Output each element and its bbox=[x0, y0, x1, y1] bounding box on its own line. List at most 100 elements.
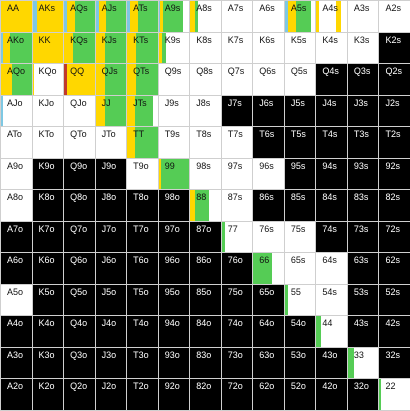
hand-cell-77[interactable]: 77 bbox=[220, 220, 254, 254]
hand-cell-ajo[interactable]: AJo bbox=[0, 94, 33, 128]
hand-cell-q6s[interactable]: Q6s bbox=[252, 63, 285, 96]
hand-cell-q7o[interactable]: Q7o bbox=[63, 220, 96, 254]
hand-cell-k2o[interactable]: K2o bbox=[31, 378, 65, 411]
hand-cell-kjs[interactable]: KJs bbox=[94, 31, 128, 65]
hand-cell-k8o[interactable]: K8o bbox=[31, 189, 65, 222]
hand-cell-t9s[interactable]: T9s bbox=[157, 126, 191, 159]
hand-cell-k9o[interactable]: K9o bbox=[31, 157, 65, 191]
hand-cell-76s[interactable]: 76s bbox=[252, 220, 285, 254]
hand-cell-96o[interactable]: 96o bbox=[157, 252, 191, 285]
hand-cell-j2s[interactable]: J2s bbox=[378, 94, 410, 128]
hand-cell-q7s[interactable]: Q7s bbox=[220, 63, 254, 96]
hand-cell-q4s[interactable]: Q4s bbox=[315, 63, 348, 96]
hand-cell-93o[interactable]: 93o bbox=[157, 346, 191, 380]
hand-cell-aa[interactable]: AA bbox=[0, 0, 33, 33]
hand-cell-t2o[interactable]: T2o bbox=[126, 378, 159, 411]
hand-cell-q3o[interactable]: Q3o bbox=[63, 346, 96, 380]
hand-cell-a2o[interactable]: A2o bbox=[0, 378, 33, 411]
hand-cell-98s[interactable]: 98s bbox=[189, 157, 222, 191]
hand-cell-97o[interactable]: 97o bbox=[157, 220, 191, 254]
hand-cell-qto[interactable]: QTo bbox=[63, 126, 96, 159]
hand-cell-q2o[interactable]: Q2o bbox=[63, 378, 96, 411]
hand-cell-j7o[interactable]: J7o bbox=[94, 220, 128, 254]
hand-cell-qts[interactable]: QTs bbox=[126, 63, 159, 96]
hand-cell-j3s[interactable]: J3s bbox=[346, 94, 380, 128]
hand-cell-85o[interactable]: 85o bbox=[189, 283, 222, 317]
hand-cell-62o[interactable]: 62o bbox=[252, 378, 285, 411]
hand-cell-q6o[interactable]: Q6o bbox=[63, 252, 96, 285]
hand-cell-66[interactable]: 66 bbox=[252, 252, 285, 285]
hand-cell-82o[interactable]: 82o bbox=[189, 378, 222, 411]
hand-cell-82s[interactable]: 82s bbox=[378, 189, 410, 222]
hand-cell-a3s[interactable]: A3s bbox=[346, 0, 380, 33]
hand-cell-t7s[interactable]: T7s bbox=[220, 126, 254, 159]
hand-cell-t4s[interactable]: T4s bbox=[315, 126, 348, 159]
hand-cell-q9o[interactable]: Q9o bbox=[63, 157, 96, 191]
hand-cell-kqs[interactable]: KQs bbox=[63, 31, 96, 65]
hand-cell-95o[interactable]: 95o bbox=[157, 283, 191, 317]
hand-cell-43o[interactable]: 43o bbox=[315, 346, 348, 380]
hand-cell-q5o[interactable]: Q5o bbox=[63, 283, 96, 317]
hand-cell-42o[interactable]: 42o bbox=[315, 378, 348, 411]
hand-cell-kto[interactable]: KTo bbox=[31, 126, 65, 159]
hand-cell-a6s[interactable]: A6s bbox=[252, 0, 285, 33]
hand-cell-64o[interactable]: 64o bbox=[252, 315, 285, 348]
hand-cell-72s[interactable]: 72s bbox=[378, 220, 410, 254]
hand-cell-87s[interactable]: 87s bbox=[220, 189, 254, 222]
hand-cell-54s[interactable]: 54s bbox=[315, 283, 348, 317]
hand-cell-qjo[interactable]: QJo bbox=[63, 94, 96, 128]
hand-cell-73o[interactable]: 73o bbox=[220, 346, 254, 380]
hand-cell-a6o[interactable]: A6o bbox=[0, 252, 33, 285]
hand-cell-73s[interactable]: 73s bbox=[346, 220, 380, 254]
hand-cell-86o[interactable]: 86o bbox=[189, 252, 222, 285]
hand-cell-98o[interactable]: 98o bbox=[157, 189, 191, 222]
hand-cell-87o[interactable]: 87o bbox=[189, 220, 222, 254]
hand-cell-t3s[interactable]: T3s bbox=[346, 126, 380, 159]
hand-cell-43s[interactable]: 43s bbox=[346, 315, 380, 348]
hand-cell-76o[interactable]: 76o bbox=[220, 252, 254, 285]
hand-cell-k7o[interactable]: K7o bbox=[31, 220, 65, 254]
hand-cell-a9s[interactable]: A9s bbox=[157, 0, 191, 33]
hand-cell-83s[interactable]: 83s bbox=[346, 189, 380, 222]
hand-cell-64s[interactable]: 64s bbox=[315, 252, 348, 285]
hand-cell-63o[interactable]: 63o bbox=[252, 346, 285, 380]
hand-cell-t6s[interactable]: T6s bbox=[252, 126, 285, 159]
hand-cell-83o[interactable]: 83o bbox=[189, 346, 222, 380]
hand-cell-q4o[interactable]: Q4o bbox=[63, 315, 96, 348]
hand-cell-t7o[interactable]: T7o bbox=[126, 220, 159, 254]
hand-cell-53o[interactable]: 53o bbox=[283, 346, 317, 380]
hand-cell-ato[interactable]: ATo bbox=[0, 126, 33, 159]
hand-cell-74o[interactable]: 74o bbox=[220, 315, 254, 348]
hand-cell-j8o[interactable]: J8o bbox=[94, 189, 128, 222]
hand-cell-t5s[interactable]: T5s bbox=[283, 126, 317, 159]
hand-cell-t3o[interactable]: T3o bbox=[126, 346, 159, 380]
hand-cell-aks[interactable]: AKs bbox=[31, 0, 65, 33]
hand-cell-55[interactable]: 55 bbox=[283, 283, 317, 317]
hand-cell-t8o[interactable]: T8o bbox=[126, 189, 159, 222]
hand-cell-92o[interactable]: 92o bbox=[157, 378, 191, 411]
hand-cell-k2s[interactable]: K2s bbox=[378, 31, 410, 65]
hand-cell-qjs[interactable]: QJs bbox=[94, 63, 128, 96]
hand-cell-j3o[interactable]: J3o bbox=[94, 346, 128, 380]
hand-cell-52o[interactable]: 52o bbox=[283, 378, 317, 411]
hand-cell-j6s[interactable]: J6s bbox=[252, 94, 285, 128]
hand-cell-q8s[interactable]: Q8s bbox=[189, 63, 222, 96]
hand-cell-65s[interactable]: 65s bbox=[283, 252, 317, 285]
hand-cell-a8o[interactable]: A8o bbox=[0, 189, 33, 222]
hand-cell-53s[interactable]: 53s bbox=[346, 283, 380, 317]
hand-cell-85s[interactable]: 85s bbox=[283, 189, 317, 222]
hand-cell-k3s[interactable]: K3s bbox=[346, 31, 380, 65]
hand-cell-52s[interactable]: 52s bbox=[378, 283, 410, 317]
hand-cell-kqo[interactable]: KQo bbox=[31, 63, 65, 96]
hand-cell-t9o[interactable]: T9o bbox=[126, 157, 159, 191]
hand-cell-kts[interactable]: KTs bbox=[126, 31, 159, 65]
hand-cell-k8s[interactable]: K8s bbox=[189, 31, 222, 65]
hand-cell-j4s[interactable]: J4s bbox=[315, 94, 348, 128]
hand-cell-q9s[interactable]: Q9s bbox=[157, 63, 191, 96]
hand-cell-j5s[interactable]: J5s bbox=[283, 94, 317, 128]
hand-cell-qq[interactable]: QQ bbox=[63, 63, 96, 96]
hand-cell-jj[interactable]: JJ bbox=[94, 94, 128, 128]
hand-cell-t2s[interactable]: T2s bbox=[378, 126, 410, 159]
hand-cell-44[interactable]: 44 bbox=[315, 315, 348, 348]
hand-cell-t6o[interactable]: T6o bbox=[126, 252, 159, 285]
